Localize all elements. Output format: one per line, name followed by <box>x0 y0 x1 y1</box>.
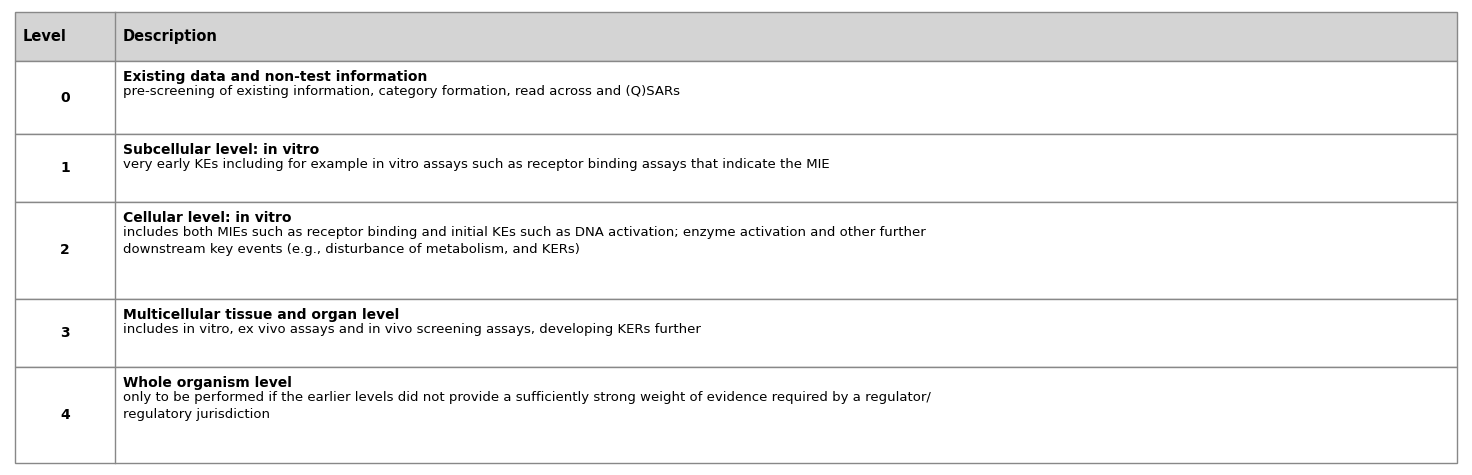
Text: 1: 1 <box>60 161 69 175</box>
Text: very early KEs including for example in vitro assays such as receptor binding as: very early KEs including for example in … <box>124 158 830 171</box>
Text: Description: Description <box>124 29 218 44</box>
Text: pre-screening of existing information, category formation, read across and (Q)SA: pre-screening of existing information, c… <box>124 86 680 98</box>
Text: 3: 3 <box>60 326 69 340</box>
Bar <box>15 299 1457 367</box>
Text: Cellular level: in vitro: Cellular level: in vitro <box>124 211 291 225</box>
Bar <box>15 202 1457 299</box>
Bar <box>15 61 1457 134</box>
Text: Existing data and non-test information: Existing data and non-test information <box>124 70 427 85</box>
Bar <box>15 12 1457 61</box>
Text: Multicellular tissue and organ level: Multicellular tissue and organ level <box>124 308 399 322</box>
Bar <box>15 134 1457 202</box>
Text: Level: Level <box>24 29 66 44</box>
Text: includes in vitro, ex vivo assays and in vivo screening assays, developing KERs : includes in vitro, ex vivo assays and in… <box>124 323 701 335</box>
Text: Subcellular level: in vitro: Subcellular level: in vitro <box>124 143 319 157</box>
Text: Whole organism level: Whole organism level <box>124 376 291 390</box>
Text: only to be performed if the earlier levels did not provide a sufficiently strong: only to be performed if the earlier leve… <box>124 391 930 421</box>
Text: 2: 2 <box>60 243 69 257</box>
Text: includes both MIEs such as receptor binding and initial KEs such as DNA activati: includes both MIEs such as receptor bind… <box>124 226 926 256</box>
Text: 0: 0 <box>60 91 69 104</box>
Text: 4: 4 <box>60 408 69 422</box>
Bar <box>15 367 1457 463</box>
